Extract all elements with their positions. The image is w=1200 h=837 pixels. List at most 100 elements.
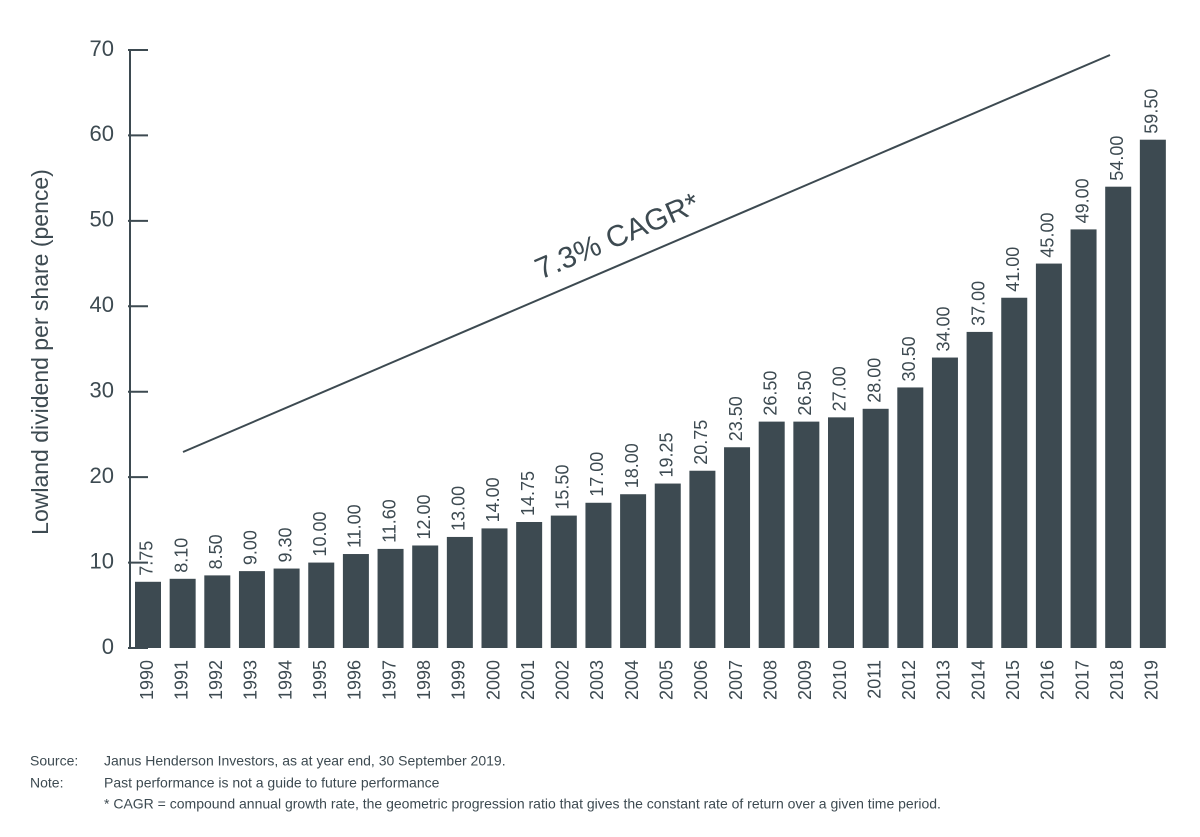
bar	[585, 502, 612, 648]
bar	[1001, 297, 1028, 648]
value-label: 8.50	[206, 534, 226, 569]
value-label: 7.75	[137, 541, 157, 576]
y-tick-label: 40	[90, 292, 114, 317]
y-tick-label: 60	[90, 121, 114, 146]
x-tick-label: 1995	[310, 660, 330, 700]
bar	[550, 515, 577, 648]
value-label: 8.10	[171, 538, 191, 573]
x-tick-label: 2016	[1038, 660, 1058, 700]
bar	[1139, 139, 1166, 648]
value-label: 13.00	[449, 486, 469, 531]
bar	[135, 581, 161, 648]
x-tick-label: 2019	[1142, 660, 1162, 700]
value-label: 30.50	[899, 336, 919, 381]
value-label: 12.00	[414, 494, 434, 539]
bar	[654, 483, 681, 648]
bar	[793, 421, 820, 648]
note-label: Note:	[30, 775, 63, 791]
bar	[446, 536, 473, 648]
x-tick-label: 1994	[275, 660, 295, 700]
value-label: 17.00	[587, 452, 607, 497]
x-tick-label: 2011	[864, 660, 884, 699]
x-tick-label: 2015	[1003, 660, 1023, 700]
bar	[966, 331, 993, 648]
x-tick-label: 2001	[518, 660, 538, 700]
x-tick-label: 1999	[449, 660, 469, 700]
value-label: 26.50	[760, 371, 780, 416]
bar	[689, 470, 716, 648]
cagr-annotation: 7.3% CAGR*	[530, 187, 704, 286]
y-tick-label: 20	[90, 463, 114, 488]
value-label: 14.00	[483, 477, 503, 522]
value-label: 41.00	[1003, 247, 1023, 292]
bar	[931, 357, 958, 648]
x-tick-label: 1991	[171, 660, 191, 700]
source-label: Source:	[30, 753, 78, 769]
y-axis-title: Lowland dividend per share (pence)	[27, 169, 53, 535]
value-label: 18.00	[622, 443, 642, 488]
value-label: 59.50	[1142, 89, 1162, 134]
value-label: 28.00	[864, 358, 884, 403]
value-label: 10.00	[310, 512, 330, 557]
x-tick-label: 1998	[414, 660, 434, 700]
x-tick-label: 2017	[1072, 660, 1092, 700]
x-tick-label: 2010	[830, 660, 850, 700]
y-tick-label: 30	[90, 378, 114, 403]
bar	[342, 554, 369, 648]
bar	[1105, 186, 1132, 648]
value-label: 14.75	[518, 471, 538, 516]
bar	[1035, 263, 1062, 648]
footnote: * CAGR = compound annual growth rate, th…	[104, 796, 941, 812]
value-label: 45.00	[1038, 213, 1058, 258]
value-label: 9.30	[275, 528, 295, 563]
y-tick-label: 10	[90, 548, 114, 573]
y-tick-label: 50	[90, 207, 114, 232]
value-label: 34.00	[934, 306, 954, 351]
bar	[204, 575, 231, 648]
x-tick-label: 2014	[968, 660, 988, 700]
x-tick-label: 2018	[1107, 660, 1127, 700]
value-label: 9.00	[241, 530, 261, 565]
bar	[308, 562, 335, 648]
x-tick-label: 2012	[899, 660, 919, 700]
x-tick-label: 2002	[553, 660, 573, 700]
x-tick-label: 2007	[726, 660, 746, 700]
note: Past performance is not a guide to futur…	[104, 775, 440, 791]
bar	[516, 521, 543, 648]
y-tick-label: 0	[102, 634, 114, 659]
bar	[724, 447, 751, 648]
value-label: 11.00	[345, 504, 365, 548]
bar	[412, 545, 439, 648]
bar	[273, 568, 300, 648]
value-label: 49.00	[1072, 178, 1092, 223]
x-tick-label: 1997	[379, 660, 399, 700]
x-tick-label: 1993	[241, 660, 261, 700]
x-tick-label: 1990	[137, 660, 157, 700]
value-label: 54.00	[1107, 136, 1127, 181]
bar	[238, 571, 265, 648]
x-tick-label: 1992	[206, 660, 226, 700]
value-label: 37.00	[968, 281, 988, 326]
value-label: 20.75	[691, 420, 711, 465]
x-tick-label: 2009	[795, 660, 815, 700]
value-label: 27.00	[830, 366, 850, 411]
bar	[897, 387, 924, 648]
x-tick-label: 2006	[691, 660, 711, 700]
x-tick-label: 1996	[345, 660, 365, 700]
bar	[169, 578, 196, 648]
bar	[377, 548, 404, 648]
value-label: 19.25	[657, 433, 677, 478]
bar	[620, 494, 647, 648]
y-tick-label: 70	[90, 36, 114, 61]
x-tick-label: 2004	[622, 660, 642, 700]
bar	[481, 528, 508, 648]
value-label: 23.50	[726, 396, 746, 441]
value-label: 26.50	[795, 371, 815, 416]
cagr-line	[182, 54, 1111, 453]
x-tick-label: 2008	[760, 660, 780, 700]
value-label: 11.60	[379, 499, 399, 543]
x-tick-label: 2003	[587, 660, 607, 700]
bar	[1070, 229, 1097, 648]
value-label: 15.50	[553, 465, 573, 510]
